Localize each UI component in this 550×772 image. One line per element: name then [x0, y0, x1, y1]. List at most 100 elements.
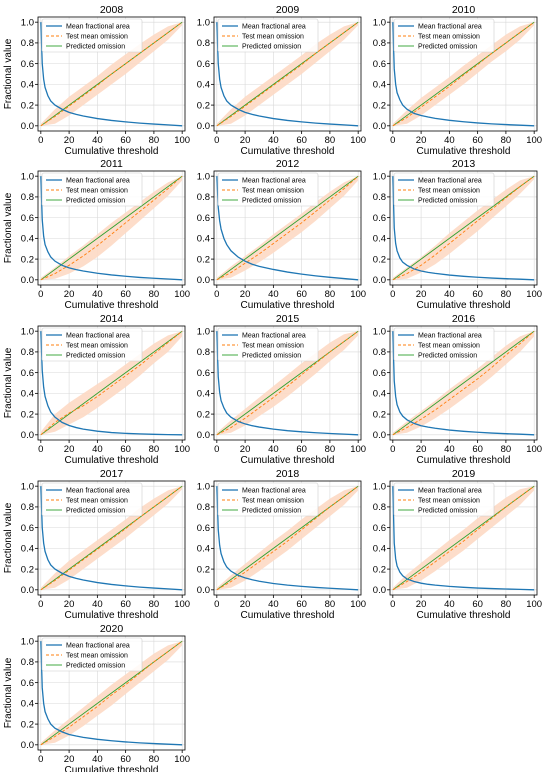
legend-label: Predicted omission [242, 198, 301, 205]
legend-label: Mean fractional area [418, 488, 482, 495]
series-line-test-mean-omission [392, 485, 535, 591]
y-tick-label: 0.0 [197, 430, 210, 441]
legend-box [41, 172, 143, 207]
legend-box [217, 327, 319, 362]
y-tick-label: 0.2 [197, 564, 210, 575]
x-tick-label: 0 [390, 444, 395, 455]
x-tick-label: 100 [350, 599, 366, 610]
series-line-test-mean-omission [216, 175, 359, 281]
y-tick-label: 0.6 [21, 213, 34, 224]
legend-label: Predicted omission [418, 353, 477, 360]
legend-label: Mean fractional area [418, 333, 482, 340]
x-tick-label: 40 [268, 444, 279, 455]
legend-label: Predicted omission [242, 508, 301, 515]
x-tick-label: 80 [501, 289, 512, 300]
x-axis-label: Cumulative threshold [65, 146, 159, 157]
series-line-test-mean-omission [40, 175, 183, 281]
legend-label: Predicted omission [242, 44, 301, 51]
legend: Mean fractional area Test mean omission Pr… [393, 482, 495, 517]
y-tick-label: 0.6 [21, 523, 34, 534]
y-tick-label: 0.0 [373, 585, 386, 596]
chart-title: 2009 [276, 4, 300, 16]
x-tick-label: 100 [174, 754, 190, 765]
y-tick-label: 0.0 [373, 121, 386, 132]
y-tick-label: 0.0 [197, 585, 210, 596]
series-line-predicted-omission [392, 330, 535, 436]
y-tick-label: 0.6 [21, 368, 34, 379]
x-tick-label: 80 [149, 599, 160, 610]
y-tick-label: 0.6 [21, 59, 34, 70]
y-tick-label: 1.0 [21, 17, 34, 28]
series-line-test-mean-omission [392, 330, 535, 436]
plot-frame [37, 16, 186, 132]
y-tick-label: 0.8 [373, 192, 386, 203]
y-tick-label: 0.6 [373, 213, 386, 224]
legend-label: Mean fractional area [418, 178, 482, 185]
y-tick-label: 1.0 [21, 636, 34, 647]
chart-panel-2013: 0 20 40 60 80 100 0.0 0.2 0.4 0.6 0.8 1.0 2013 Cumula… [373, 158, 542, 311]
legend-box [217, 172, 319, 207]
x-tick-label: 40 [444, 135, 455, 146]
y-tick-label: 0.8 [21, 347, 34, 358]
legend-label: Test mean omission [66, 498, 128, 505]
series-line-test-mean-omission [40, 21, 183, 127]
x-tick-label: 80 [501, 599, 512, 610]
plot-frame [389, 325, 538, 441]
legend: Mean fractional area Test mean omission Pr… [41, 18, 143, 53]
x-tick-label: 0 [214, 289, 219, 300]
plot-frame [213, 325, 362, 441]
y-tick-label: 0.0 [373, 430, 386, 441]
series-line-mean-fractional-area [392, 486, 535, 591]
series-line-test-mean-omission [392, 21, 535, 127]
x-tick-label: 60 [120, 444, 131, 455]
series-line-predicted-omission [392, 175, 535, 281]
legend-label: Mean fractional area [242, 24, 306, 31]
y-tick-label: 1.0 [373, 481, 386, 492]
x-tick-label: 40 [268, 599, 279, 610]
chart-title: 2017 [100, 468, 124, 480]
y-tick-label: 0.0 [21, 121, 34, 132]
x-tick-label: 0 [214, 444, 219, 455]
legend-label: Predicted omission [418, 508, 477, 515]
y-axis-label: Fractional value [3, 38, 14, 109]
series-line-mean-fractional-area [392, 176, 535, 281]
x-axis-label: Cumulative threshold [65, 455, 159, 466]
legend-label: Mean fractional area [242, 178, 306, 185]
y-tick-label: 0.6 [197, 523, 210, 534]
legend-label: Test mean omission [66, 34, 128, 41]
legend: Mean fractional area Test mean omission Pr… [393, 18, 495, 53]
legend-label: Predicted omission [66, 44, 125, 51]
series-line-mean-fractional-area [216, 176, 359, 281]
legend-label: Test mean omission [418, 498, 480, 505]
y-tick-label: 0.6 [373, 523, 386, 534]
x-tick-label: 100 [350, 444, 366, 455]
x-tick-label: 100 [526, 444, 542, 455]
chart-panel-2008: 0 20 40 60 80 100 0.0 0.2 0.4 0.6 0.8 1.0 2008 Cumula… [3, 4, 190, 157]
x-tick-label: 40 [268, 289, 279, 300]
x-tick-label: 0 [38, 599, 43, 610]
plot-frame [389, 480, 538, 596]
x-tick-label: 20 [240, 135, 251, 146]
series-line-test-mean-omission [216, 330, 359, 436]
x-tick-label: 40 [444, 289, 455, 300]
x-tick-label: 60 [472, 135, 483, 146]
x-tick-label: 0 [390, 135, 395, 146]
y-tick-label: 0.8 [21, 192, 34, 203]
series-line-mean-fractional-area [40, 22, 183, 127]
x-tick-label: 0 [214, 135, 219, 146]
y-tick-label: 0.4 [21, 80, 34, 91]
y-tick-label: 0.8 [197, 38, 210, 49]
chart-panel-2012: 0 20 40 60 80 100 0.0 0.2 0.4 0.6 0.8 1.0 2012 Cumula… [197, 158, 366, 311]
y-tick-label: 0.2 [373, 564, 386, 575]
x-tick-label: 20 [240, 444, 251, 455]
y-tick-label: 1.0 [21, 326, 34, 337]
y-tick-label: 0.4 [373, 389, 386, 400]
x-tick-label: 100 [350, 135, 366, 146]
y-tick-label: 1.0 [373, 17, 386, 28]
legend: Mean fractional area Test mean omission Pr… [217, 172, 319, 207]
y-tick-label: 1.0 [197, 171, 210, 182]
x-tick-label: 80 [149, 444, 160, 455]
legend-label: Predicted omission [418, 198, 477, 205]
x-tick-label: 20 [416, 289, 427, 300]
